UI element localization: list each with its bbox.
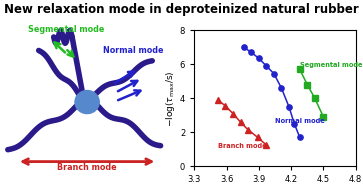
Text: Normal mode: Normal mode <box>275 118 325 124</box>
Text: Branch mode: Branch mode <box>57 163 117 172</box>
Text: New relaxation mode in deproteinized natural rubber: New relaxation mode in deproteinized nat… <box>4 3 359 16</box>
Text: Segmental mode: Segmental mode <box>28 25 105 34</box>
Circle shape <box>75 91 99 114</box>
Y-axis label: $-\log(\tau_{\max}/\mathrm{s})$: $-\log(\tau_{\max}/\mathrm{s})$ <box>164 70 177 127</box>
Text: Branch mode: Branch mode <box>218 143 266 149</box>
Text: Normal mode: Normal mode <box>103 46 163 55</box>
Text: Segmental mode: Segmental mode <box>300 62 363 68</box>
